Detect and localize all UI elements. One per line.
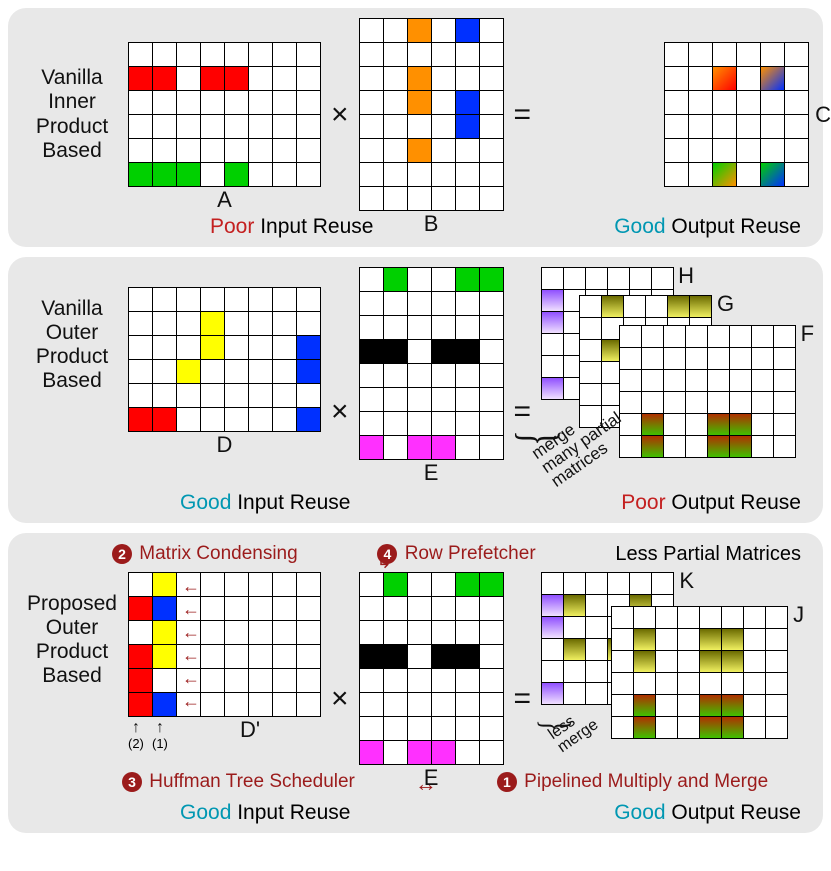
label-D: D bbox=[217, 432, 233, 458]
sub2: (2) bbox=[128, 736, 144, 751]
cap3-left: Good Input Reuse bbox=[180, 801, 350, 825]
t2l3: Product bbox=[22, 345, 122, 369]
label-J: J bbox=[793, 602, 804, 628]
anno-3: 3 Huffman Tree Scheduler bbox=[122, 771, 355, 797]
panel1-caption: Poor Input Reuse Good Output Reuse bbox=[22, 215, 809, 239]
times-icon-3: × bbox=[327, 682, 353, 716]
matrix-B: B bbox=[359, 18, 504, 211]
equals-icon-3: = bbox=[510, 682, 536, 716]
arrow-icon: ← bbox=[182, 668, 200, 689]
anno-2: 2 Matrix Condensing bbox=[112, 543, 298, 566]
times-icon: × bbox=[327, 98, 353, 132]
arrow-icon: ← bbox=[182, 599, 200, 620]
arrow-icon: ← bbox=[182, 576, 200, 597]
t2l2: Outer bbox=[22, 321, 122, 345]
matrix-Dp: D' ← ← ← ← ← ← ↑ ↑ (2) (1) bbox=[128, 572, 321, 717]
anno-1: 1 Pipelined Multiply and Merge bbox=[497, 771, 768, 797]
matrix-F: F bbox=[619, 325, 796, 458]
panel-proposed: 2 Matrix Condensing 4 Row Prefetcher Les… bbox=[8, 533, 823, 833]
arrow-icon: ← bbox=[182, 645, 200, 666]
cap3-right: Good Output Reuse bbox=[614, 801, 801, 825]
label-E: E bbox=[424, 460, 439, 486]
matrix-E-3: ↳ E bbox=[359, 572, 504, 765]
label-Dp: D' bbox=[240, 717, 260, 743]
panel-inner-product: Vanilla Inner Product Based A × B = C Po… bbox=[8, 8, 823, 247]
label-B: B bbox=[424, 211, 439, 237]
curve-arrow-icon: ↳ bbox=[377, 552, 392, 573]
less-partial: Less Partial Matrices bbox=[615, 543, 801, 566]
label-H: H bbox=[678, 263, 694, 289]
t3l1: Proposed bbox=[22, 592, 122, 616]
label-C: C bbox=[815, 102, 831, 128]
matrix-J: J bbox=[611, 606, 788, 739]
less-merge-text: less merge bbox=[551, 714, 596, 747]
merge-text: merge many partial matrices bbox=[535, 417, 628, 470]
cap2-left: Good Input Reuse bbox=[180, 491, 350, 515]
panel2-row: Vanilla Outer Product Based D × E = H G bbox=[22, 267, 809, 487]
matrix-D: D bbox=[128, 287, 321, 432]
panel2-caption: Good Input Reuse Poor Output Reuse bbox=[22, 491, 809, 515]
label-E3: E bbox=[424, 765, 439, 791]
t2l4: Based bbox=[22, 369, 122, 393]
label-G: G bbox=[717, 291, 734, 317]
partial-matrices-stack: H G F } merge many partial matrices bbox=[541, 267, 809, 487]
panel1-row: Vanilla Inner Product Based A × B = C bbox=[22, 18, 809, 211]
arrow-up-icon: ↑ bbox=[156, 719, 164, 737]
label-K: K bbox=[679, 568, 694, 594]
label-F: F bbox=[801, 321, 814, 347]
matrix-E: E bbox=[359, 267, 504, 460]
t2l1: Vanilla bbox=[22, 297, 122, 321]
times-icon-2: × bbox=[327, 395, 353, 429]
arrow-icon: ← bbox=[182, 691, 200, 712]
label-A: A bbox=[217, 187, 232, 213]
anno-4: 4 Row Prefetcher bbox=[377, 543, 535, 566]
panel3-row: Proposed Outer Product Based D' ← ← ← ← … bbox=[22, 572, 809, 765]
panel3-caption: Good Input Reuse Good Output Reuse bbox=[22, 801, 809, 825]
arrow-up-icon: ↑ bbox=[132, 719, 140, 737]
cap1-right: Good Output Reuse bbox=[614, 215, 801, 239]
matrix-C: C bbox=[664, 42, 809, 187]
matrix-A: A bbox=[128, 42, 321, 187]
t1l1: Vanilla bbox=[22, 66, 122, 90]
equals-icon: = bbox=[510, 98, 536, 132]
t1l3: Product bbox=[22, 115, 122, 139]
panel1-title: Vanilla Inner Product Based bbox=[22, 66, 122, 163]
t3l3: Product bbox=[22, 640, 122, 664]
proposed-stack: K J } less merge bbox=[541, 572, 809, 762]
t1l2: Inner bbox=[22, 90, 122, 114]
sub1: (1) bbox=[152, 736, 168, 751]
panel2-title: Vanilla Outer Product Based bbox=[22, 297, 122, 394]
t1l4: Based bbox=[22, 139, 122, 163]
panel3-bottom-anno: 3 Huffman Tree Scheduler ↔ 1 Pipelined M… bbox=[22, 765, 809, 797]
cap1-left: Poor Input Reuse bbox=[210, 215, 373, 239]
panel3-title: Proposed Outer Product Based bbox=[22, 592, 122, 689]
panel-outer-product: Vanilla Outer Product Based D × E = H G bbox=[8, 257, 823, 523]
arrow-icon: ← bbox=[182, 622, 200, 643]
t3l4: Based bbox=[22, 664, 122, 688]
cap2-right: Poor Output Reuse bbox=[621, 491, 801, 515]
t3l2: Outer bbox=[22, 616, 122, 640]
